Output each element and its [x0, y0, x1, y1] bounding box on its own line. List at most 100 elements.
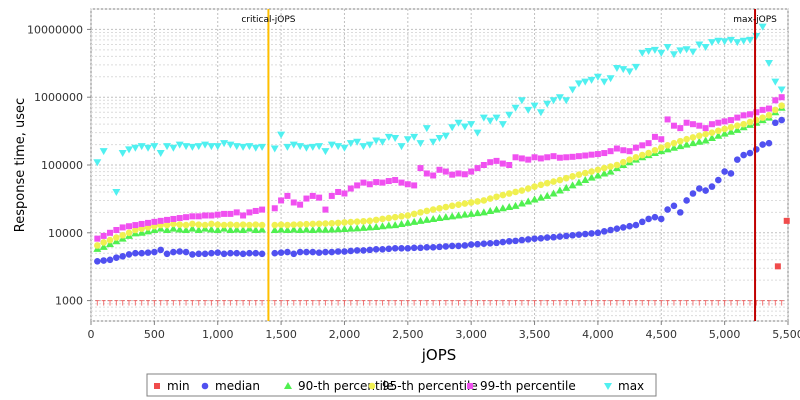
- data-point: [764, 59, 773, 67]
- data-point: [645, 140, 652, 147]
- data-point: [258, 250, 266, 258]
- data-point: [125, 251, 133, 258]
- data-point: [613, 225, 621, 232]
- data-point: [353, 218, 361, 225]
- y-tick-label: 1000000: [34, 91, 83, 104]
- data-point: [518, 187, 526, 194]
- data-point: [213, 143, 222, 151]
- data-point: [525, 156, 532, 163]
- data-point: [454, 211, 463, 219]
- data-point: [530, 195, 539, 203]
- data-point: [455, 242, 462, 250]
- data-point: [309, 220, 317, 228]
- y-tick-label: 1000: [55, 295, 83, 308]
- data-point: [106, 236, 114, 244]
- data-point: [372, 246, 380, 253]
- data-point: [638, 218, 646, 226]
- data-point: [715, 119, 722, 126]
- data-point: [157, 217, 164, 224]
- data-point: [753, 146, 760, 153]
- data-point: [600, 164, 608, 172]
- data-point: [707, 134, 716, 142]
- data-point: [227, 221, 234, 228]
- data-point: [714, 37, 723, 45]
- data-point: [664, 116, 671, 123]
- data-point: [278, 197, 285, 204]
- data-point: [512, 237, 519, 245]
- data-point: [486, 117, 495, 125]
- data-point: [435, 135, 444, 143]
- data-point: [239, 221, 247, 228]
- data-point: [423, 207, 431, 215]
- data-point: [448, 124, 457, 132]
- data-point: [290, 199, 297, 206]
- data-point: [669, 143, 678, 151]
- data-point: [296, 221, 304, 228]
- data-point: [778, 116, 785, 124]
- data-point: [132, 226, 139, 234]
- data-point: [315, 225, 324, 233]
- x-tick-label: 3,000: [455, 328, 487, 341]
- x-tick-label: 500: [144, 328, 165, 341]
- data-point: [417, 165, 424, 172]
- data-point: [252, 249, 260, 257]
- data-point: [518, 236, 526, 244]
- data-point: [734, 122, 741, 129]
- legend-swatch: [604, 383, 612, 390]
- data-point: [594, 229, 602, 237]
- data-point: [251, 225, 260, 233]
- data-point: [347, 218, 355, 226]
- data-point: [194, 225, 203, 233]
- data-point: [283, 143, 292, 151]
- data-point: [315, 249, 323, 256]
- data-point: [448, 212, 457, 220]
- data-point: [607, 148, 614, 155]
- data-point: [156, 150, 165, 158]
- data-point: [620, 147, 627, 154]
- data-point: [391, 213, 399, 221]
- data-point: [626, 222, 633, 230]
- y-tick-label: 100000: [41, 159, 83, 172]
- data-point: [632, 144, 639, 151]
- data-point: [106, 256, 114, 264]
- data-point: [581, 78, 590, 86]
- data-point: [232, 225, 241, 233]
- data-point: [144, 227, 153, 235]
- data-point: [410, 217, 419, 225]
- data-point: [366, 246, 374, 254]
- data-point: [126, 223, 133, 230]
- data-point: [404, 245, 412, 252]
- data-point: [550, 178, 557, 185]
- data-point: [474, 198, 481, 205]
- data-point: [359, 143, 368, 151]
- data-point: [759, 114, 766, 121]
- data-point: [778, 102, 785, 109]
- data-point: [100, 239, 107, 246]
- data-point: [252, 221, 260, 228]
- data-point: [543, 179, 551, 187]
- data-point: [536, 193, 545, 201]
- data-point: [316, 194, 323, 201]
- data-point: [436, 243, 443, 251]
- data-point: [233, 209, 240, 216]
- data-point: [612, 64, 621, 72]
- data-point: [696, 122, 703, 129]
- data-point: [341, 190, 348, 197]
- data-point: [429, 206, 437, 213]
- data-point: [765, 112, 773, 119]
- data-point: [327, 225, 336, 233]
- x-tick-label: 5,500: [772, 328, 800, 341]
- data-point: [574, 178, 583, 186]
- data-point: [150, 143, 159, 151]
- data-point: [607, 226, 614, 234]
- x-tick-label: 2,500: [392, 328, 424, 341]
- data-point: [416, 140, 425, 148]
- data-point: [289, 225, 298, 233]
- data-point: [631, 63, 640, 71]
- data-point: [335, 188, 342, 195]
- data-point: [461, 242, 469, 249]
- legend-swatch: [368, 382, 376, 390]
- data-point: [334, 219, 342, 227]
- data-point: [441, 213, 450, 221]
